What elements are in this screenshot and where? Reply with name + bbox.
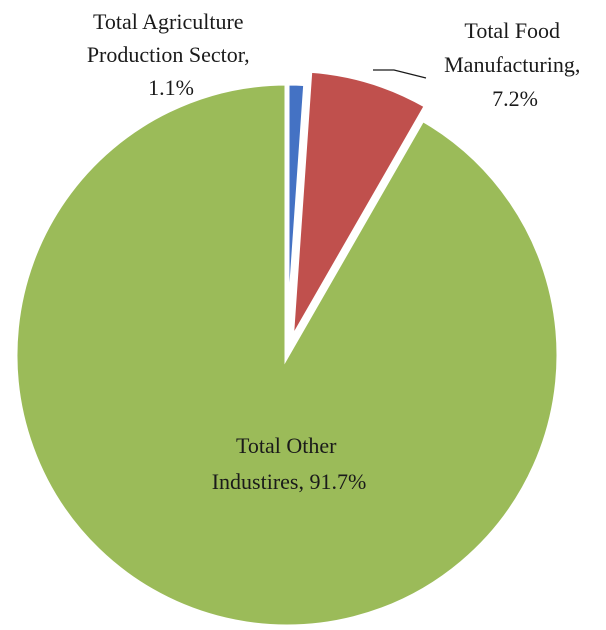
food-label: Total Food Manufacturing, 7.2% <box>444 18 586 111</box>
food-leader-line <box>373 69 427 79</box>
agriculture-label-line2: Production Sector, <box>87 42 250 67</box>
other-label: Total Other Industires, 91.7% <box>212 433 367 494</box>
other-slice <box>12 80 562 630</box>
food-label-line3: 7.2% <box>492 86 538 111</box>
agriculture-label-line3: 1.1% <box>148 75 194 100</box>
pie-data-labels: Total Agriculture Production Sector, 1.1… <box>87 9 586 494</box>
food-label-line1: Total Food <box>464 18 560 43</box>
food-label-line2: Manufacturing, <box>444 52 580 77</box>
food-slice <box>288 67 430 343</box>
other-label-line2: Industires, 91.7% <box>212 469 367 494</box>
agriculture-label-line1: Total Agriculture <box>93 9 244 34</box>
other-label-line1: Total Other <box>236 433 337 458</box>
pie-slices <box>12 67 562 630</box>
agriculture-label: Total Agriculture Production Sector, 1.1… <box>87 9 255 100</box>
